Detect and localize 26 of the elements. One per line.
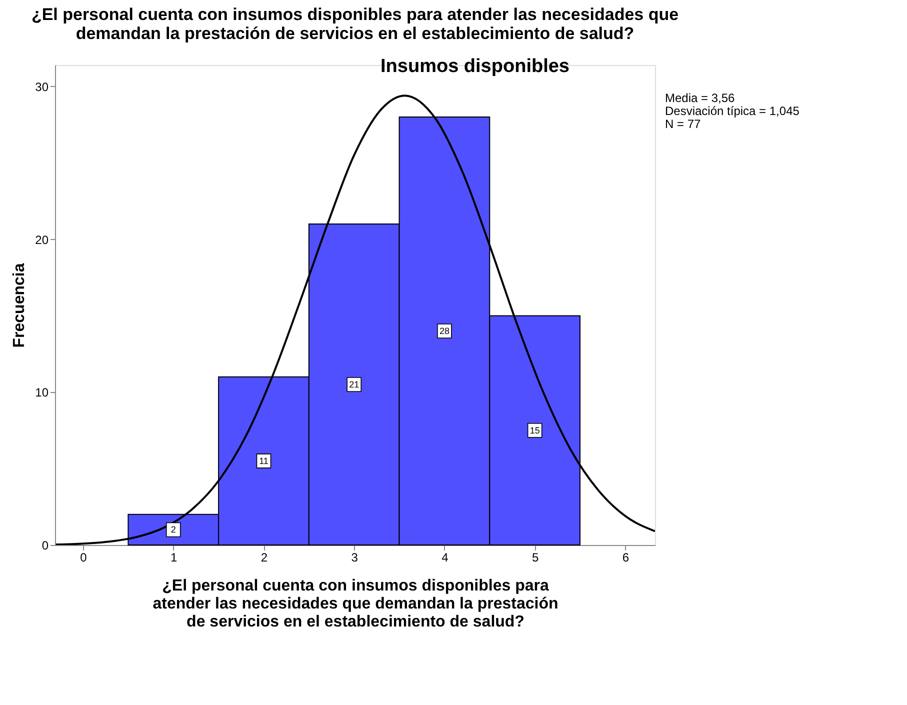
x-tick-label: 5 (532, 550, 539, 564)
y-tick-label: 10 (35, 386, 49, 400)
x-tick-label: 6 (622, 550, 630, 564)
x-tick-label: 3 (351, 550, 358, 564)
x-tick-label: 0 (80, 550, 88, 564)
data-label: 11 (259, 456, 268, 466)
x-tick-label: 4 (442, 550, 449, 564)
text: Desviación típica = 1,045 (665, 104, 800, 118)
y-tick-label: 20 (35, 232, 49, 247)
text: demandan la prestación de servicios en el establecimiento de salud? (76, 24, 634, 43)
text: atender las necesidades que demandan la prestación (152, 596, 558, 612)
y-tick-label: 0 (42, 538, 49, 552)
data-label: 2 (170, 524, 176, 535)
chart-subtitle: Insumos disponibles (380, 56, 570, 77)
data-label: 28 (439, 326, 450, 336)
x-tick-label: 2 (260, 550, 268, 564)
text: Media = 3,56 (665, 91, 736, 105)
data-label: 21 (349, 379, 360, 390)
text: ¿El personal cuenta con insumos disponibles para (162, 578, 549, 594)
x-tick-label: 1 (170, 550, 178, 564)
text: ¿El personal cuenta con insumos disponibles para atender las necesidades que (31, 5, 679, 24)
data-label: 15 (530, 425, 540, 436)
y-tick-label: 30 (35, 80, 49, 94)
text: de servicios en el establecimiento de salud? (186, 614, 524, 630)
y-axis-title: Frecuencia (11, 263, 28, 348)
text: N = 77 (665, 117, 702, 131)
